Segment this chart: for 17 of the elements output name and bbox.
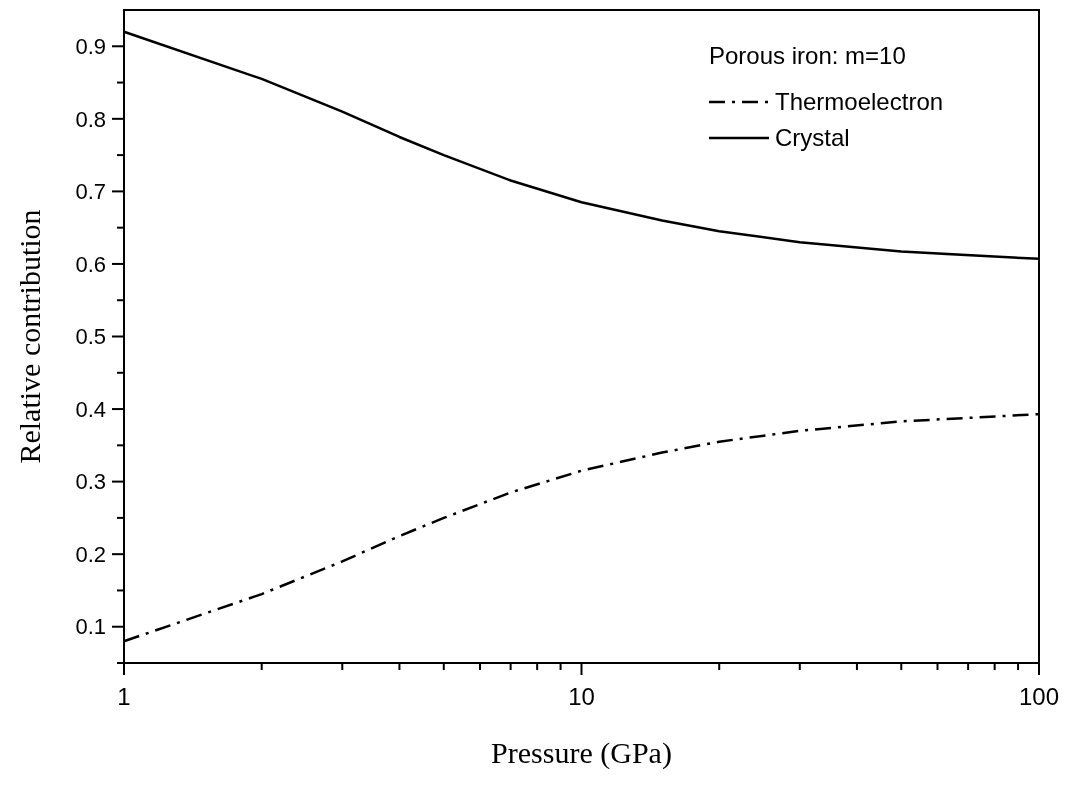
x-axis-title: Pressure (GPa) xyxy=(491,736,672,770)
y-axis-title: Relative contribution xyxy=(13,209,46,464)
y-tick-label: 0.1 xyxy=(75,614,106,640)
y-tick-label: 0.2 xyxy=(75,541,106,567)
y-tick-label: 0.9 xyxy=(75,33,106,59)
x-tick-label: 1 xyxy=(117,683,131,710)
y-tick-label: 0.6 xyxy=(75,251,106,277)
y-tick-label: 0.7 xyxy=(75,179,106,205)
y-tick-label: 0.5 xyxy=(75,324,106,350)
x-tick-label: 100 xyxy=(1018,683,1060,710)
legend-label: Crystal xyxy=(775,124,850,152)
x-tick-label: 10 xyxy=(568,683,595,710)
y-tick-label: 0.3 xyxy=(75,469,106,495)
y-tick-label: 0.4 xyxy=(75,396,106,422)
legend-label: Thermoelectron xyxy=(775,88,944,116)
y-tick-label: 0.8 xyxy=(75,106,106,132)
legend-title: Porous iron: m=10 xyxy=(709,42,906,69)
